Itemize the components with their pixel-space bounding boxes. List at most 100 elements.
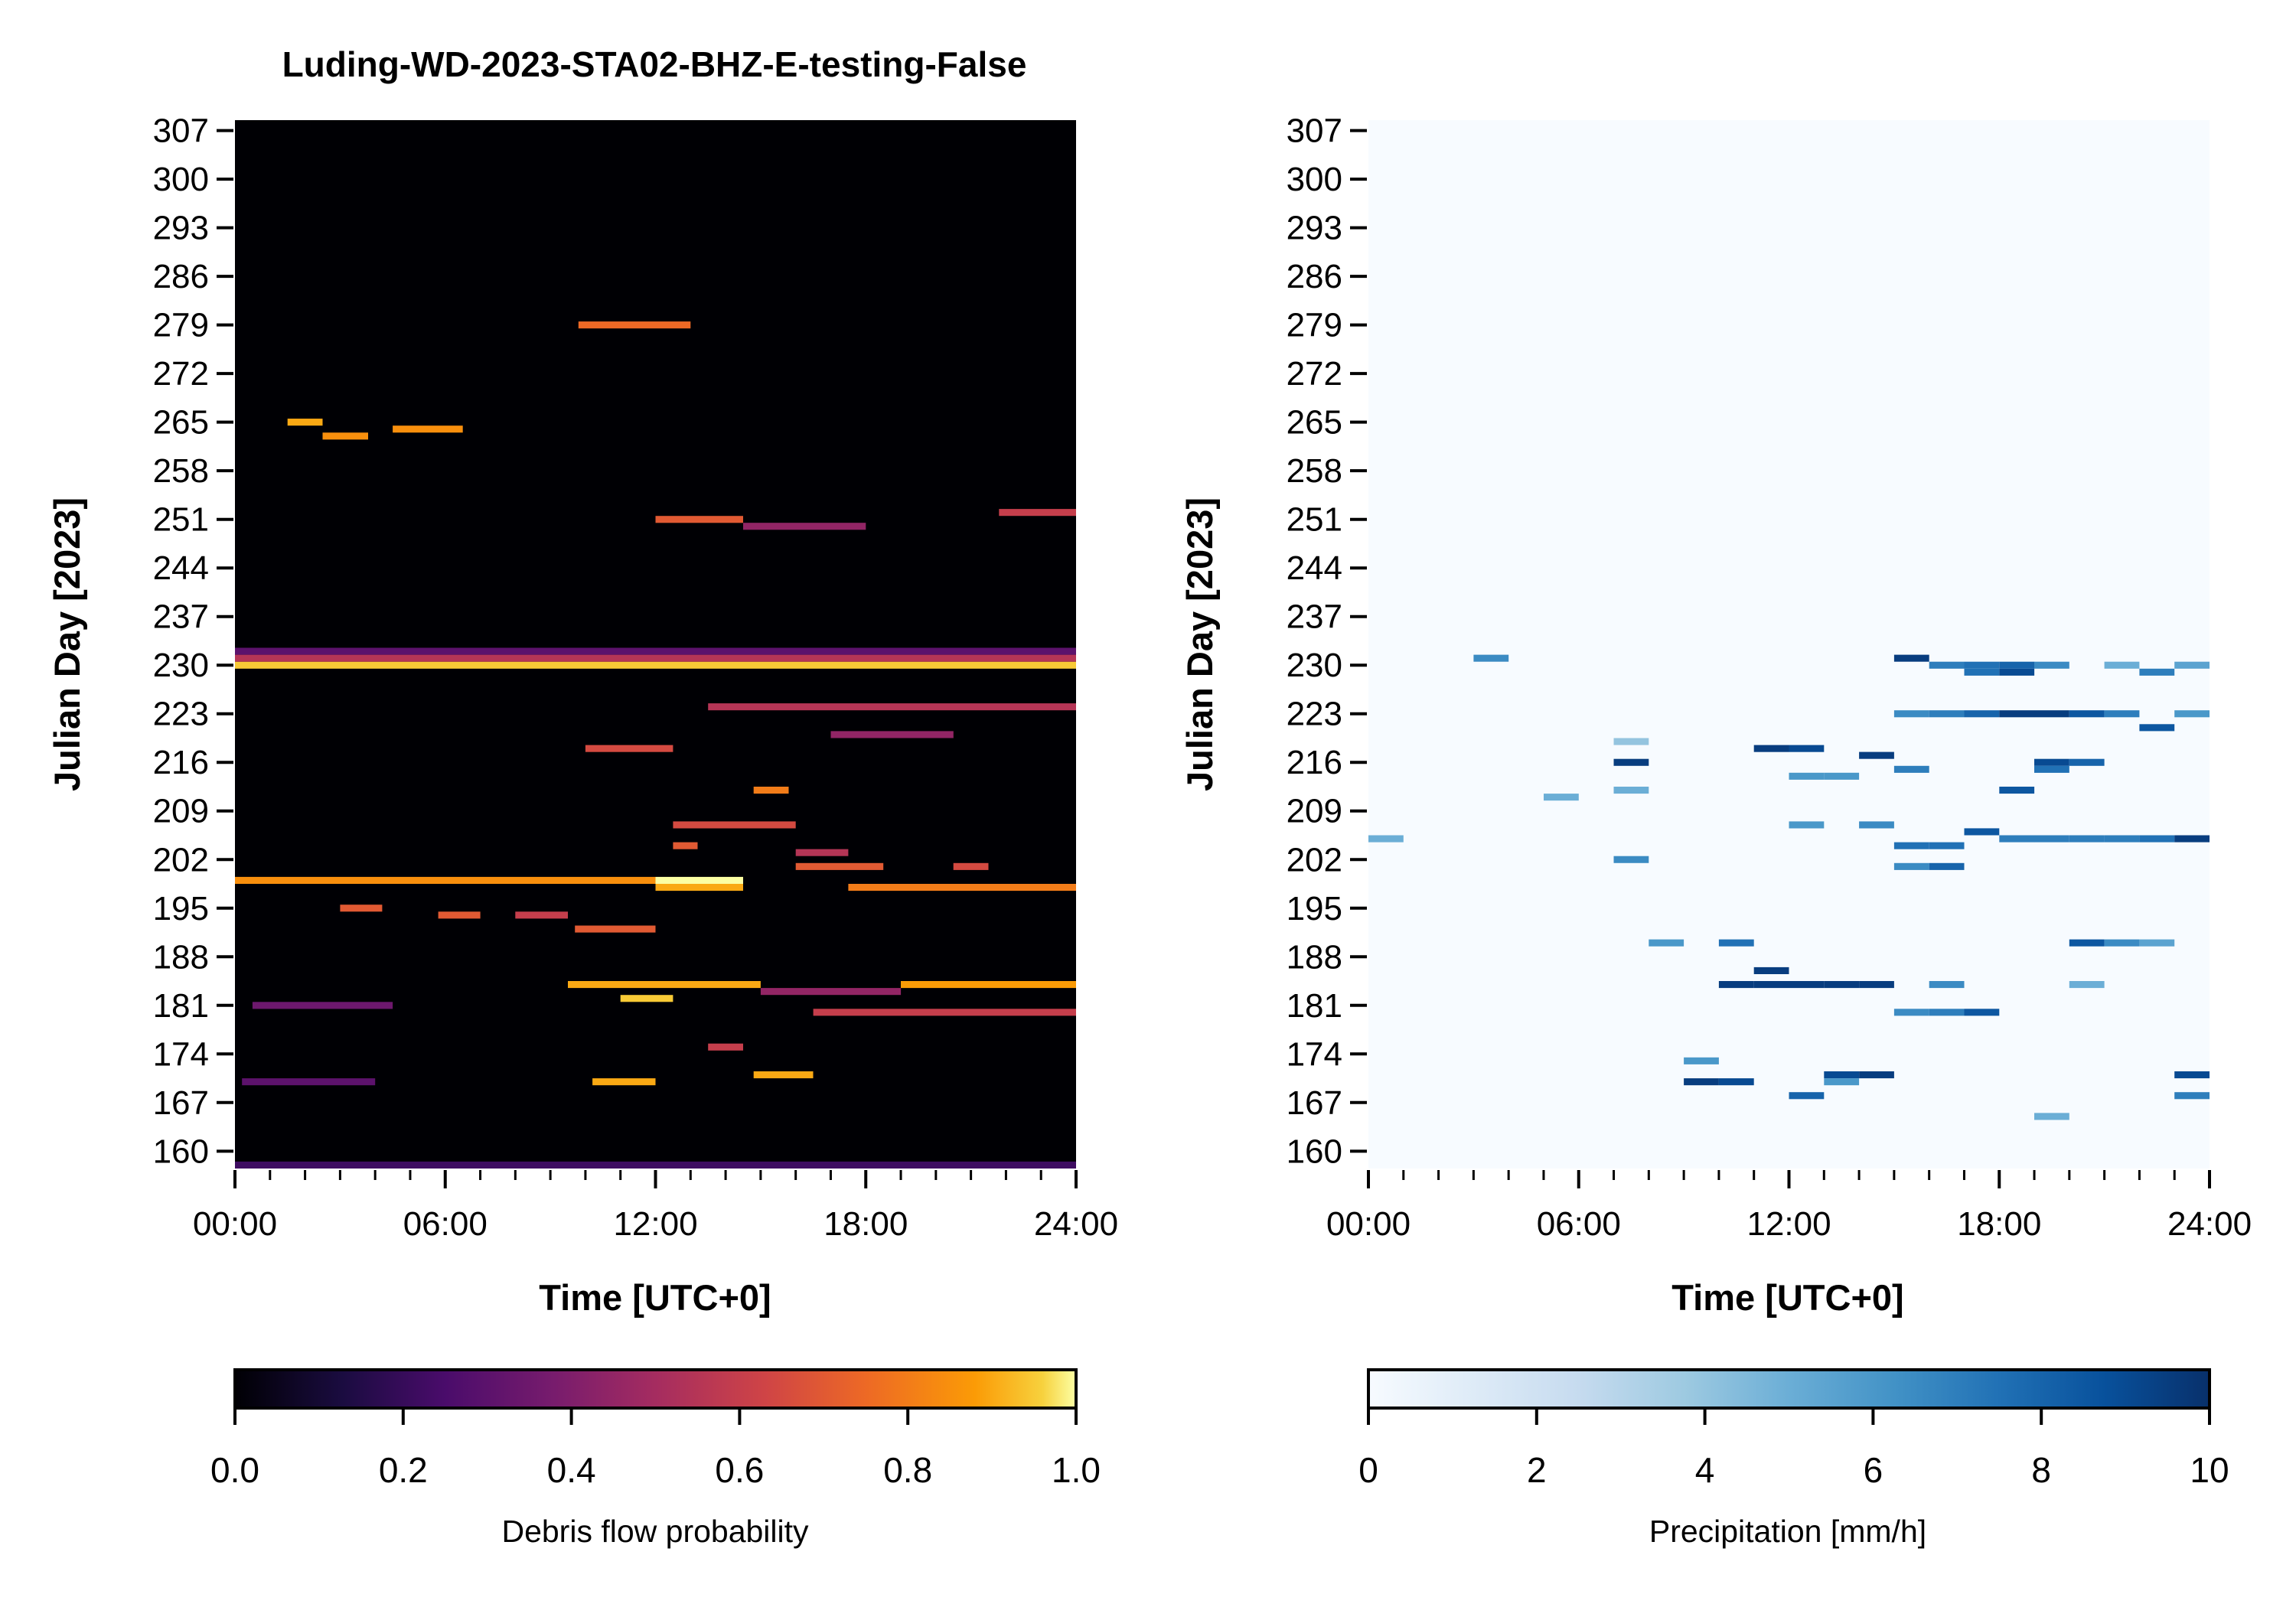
precipitation-cell xyxy=(1893,842,1929,849)
y-tick-label: 195 xyxy=(153,890,209,927)
precipitation-cell xyxy=(1368,835,1404,843)
precipitation-cell xyxy=(2034,661,2069,669)
y-tick-label: 202 xyxy=(153,841,209,878)
probability-cell xyxy=(252,1002,393,1009)
precipitation-cell xyxy=(1964,1009,2000,1016)
precipitation-cell xyxy=(1999,668,2035,676)
precipitation-cell xyxy=(2174,710,2210,718)
precipitation-cell xyxy=(2139,724,2175,732)
y-tick-label: 195 xyxy=(1287,890,1342,927)
y-tick-label: 167 xyxy=(153,1084,209,1122)
probability-cell xyxy=(575,925,656,933)
probability-cell xyxy=(753,1071,814,1079)
y-tick-label: 293 xyxy=(1287,210,1342,247)
probability-cell xyxy=(673,821,796,829)
probability-cell xyxy=(620,995,673,1002)
y-tick-label: 174 xyxy=(153,1035,209,1073)
probability-heatmap-cells xyxy=(235,321,1076,1169)
precipitation-cell xyxy=(1684,1078,1719,1086)
probability-cell xyxy=(708,1043,743,1051)
precipitation-cell xyxy=(1649,939,1684,947)
y-tick-label: 300 xyxy=(153,161,209,198)
precipitation-cell xyxy=(2104,939,2140,947)
probability-heatmap-background xyxy=(235,120,1076,1169)
precipitation-cell xyxy=(2174,1092,2210,1100)
precipitation-cell xyxy=(1613,738,1649,745)
colorbar-tick-label: 0.8 xyxy=(883,1450,932,1490)
probability-cell xyxy=(655,884,743,892)
x-tick-label: 18:00 xyxy=(1957,1205,2041,1243)
probability-cell xyxy=(235,1161,1076,1169)
colorbar-tick-label: 0.4 xyxy=(547,1450,596,1490)
y-tick-label: 188 xyxy=(1287,938,1342,976)
precipitation-cell xyxy=(1859,981,1894,989)
precipitation-cell xyxy=(2069,939,2105,947)
colorbar-tick-label: 0.6 xyxy=(715,1450,764,1490)
precipitation-heatmap-background xyxy=(1368,120,2210,1169)
x-tick-label: 00:00 xyxy=(1326,1205,1411,1243)
y-tick-label: 237 xyxy=(1287,598,1342,636)
precipitation-cell xyxy=(1929,1009,1965,1016)
precipitation-cell xyxy=(1964,661,2000,669)
precipitation-cell xyxy=(1718,981,1754,989)
precipitation-cell xyxy=(2034,1113,2069,1120)
precipitation-cell xyxy=(2069,758,2105,766)
x-tick-label: 24:00 xyxy=(2167,1205,2252,1243)
probability-cell xyxy=(655,876,743,884)
precipitation-cell xyxy=(1999,787,2035,794)
y-tick-label: 258 xyxy=(1287,452,1342,490)
probability-cell xyxy=(795,849,849,856)
y-tick-label: 160 xyxy=(153,1133,209,1170)
probability-cell xyxy=(708,703,1076,711)
x-axis-ticks-right: 00:00 06:00 12:00 18:00 24:00 xyxy=(1326,1170,2252,1243)
y-tick-label: 230 xyxy=(153,647,209,684)
y-tick-label: 223 xyxy=(1287,696,1342,733)
probability-cell xyxy=(578,321,691,329)
precipitation-cell xyxy=(1753,981,1789,989)
precipitation-cell xyxy=(1613,787,1649,794)
y-tick-label: 209 xyxy=(153,793,209,830)
colorbar-tick-label: 0.2 xyxy=(379,1450,428,1490)
y-tick-label: 223 xyxy=(153,696,209,733)
precipitation-cell xyxy=(1824,1078,1860,1086)
precipitation-cell xyxy=(1613,856,1649,863)
precipitation-colorbar-ticks: 0 2 4 6 8 10 xyxy=(1358,1408,2229,1490)
y-tick-label: 251 xyxy=(153,501,209,539)
precipitation-cell xyxy=(2069,981,2105,989)
y-tick-label: 167 xyxy=(1287,1084,1342,1122)
colorbar-tick-label: 2 xyxy=(1527,1450,1547,1490)
probability-cell xyxy=(585,745,673,752)
precipitation-cell xyxy=(1893,1009,1929,1016)
y-tick-label: 181 xyxy=(153,987,209,1025)
y-tick-label: 265 xyxy=(153,404,209,442)
probability-cell xyxy=(242,1078,376,1086)
probability-panel: Luding-WD-2023-STA02-BHZ-E-testing-False… xyxy=(47,44,1118,1549)
colorbar-tick-label: 8 xyxy=(2031,1450,2051,1490)
y-tick-label: 188 xyxy=(153,938,209,976)
x-tick-label: 18:00 xyxy=(823,1205,908,1243)
probability-cell xyxy=(673,842,698,849)
precipitation-cell xyxy=(2104,710,2140,718)
precipitation-cell xyxy=(2034,710,2069,718)
colorbar-tick-label: 0.0 xyxy=(210,1450,259,1490)
probability-cell xyxy=(760,988,902,996)
x-axis-label-left: Time [UTC+0] xyxy=(539,1277,771,1318)
probability-cell xyxy=(287,419,323,426)
y-tick-label: 174 xyxy=(1287,1035,1342,1073)
precipitation-cell xyxy=(1929,710,1965,718)
y-tick-label: 244 xyxy=(1287,549,1342,587)
precipitation-cell xyxy=(2069,710,2105,718)
colorbar-tick-label: 0 xyxy=(1358,1450,1378,1490)
x-tick-label: 06:00 xyxy=(1537,1205,1621,1243)
precipitation-cell xyxy=(1753,966,1789,974)
y-tick-label: 293 xyxy=(153,210,209,247)
precipitation-panel: 160 167 174 181 188 195 202 209 216 223 230 237 244 2… xyxy=(1179,112,2252,1549)
precipitation-cell xyxy=(1893,862,1929,870)
precipitation-cell xyxy=(1718,939,1754,947)
precipitation-cell xyxy=(1789,981,1825,989)
x-tick-label: 06:00 xyxy=(403,1205,488,1243)
y-tick-label: 286 xyxy=(153,258,209,295)
y-tick-label: 307 xyxy=(1287,112,1342,150)
probability-colorbar-label: Debris flow probability xyxy=(501,1514,809,1549)
